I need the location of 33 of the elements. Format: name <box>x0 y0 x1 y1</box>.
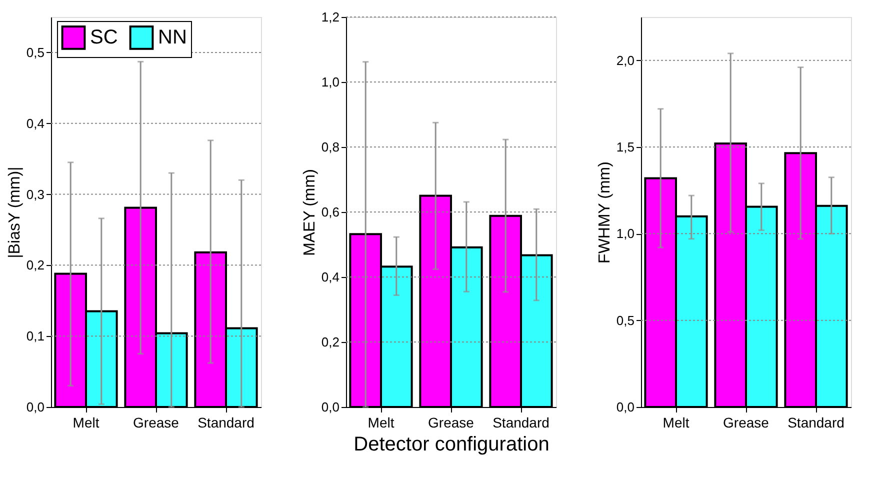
legend-label: NN <box>158 26 187 49</box>
x-tick-label: Grease <box>723 414 770 430</box>
y-axis-title: FWHMY (mm) <box>596 162 614 264</box>
x-tick-label: Melt <box>368 414 394 430</box>
x-tick-label: Standard <box>492 414 550 430</box>
y-axis-title: MAEY (mm) <box>301 169 318 256</box>
x-tick-label: Grease <box>428 414 474 430</box>
y-tick-label: 0,2 <box>26 258 44 273</box>
y-tick-label: 2,0 <box>616 52 634 68</box>
legend-label: SC <box>90 26 118 49</box>
y-tick-label: 1,5 <box>616 140 634 154</box>
x-tick-label: Melt <box>72 414 100 430</box>
x-tick-label: Standard <box>788 414 844 430</box>
y-tick-label: 0,2 <box>321 334 340 350</box>
y-tick-label: 1,0 <box>321 74 340 90</box>
y-tick-label: 1,2 <box>321 10 340 24</box>
y-tick-label: 0,4 <box>321 270 340 284</box>
y-tick-label: 0,0 <box>616 400 634 414</box>
x-tick-label: Melt <box>662 414 690 430</box>
y-tick-label: 1,0 <box>616 226 634 242</box>
y-tick-label: 0,0 <box>26 400 44 414</box>
y-axis-title: |BiasY (mm)| <box>6 166 24 258</box>
x-tick-label: Grease <box>133 414 180 430</box>
y-tick-label: 0,4 <box>26 116 44 131</box>
y-tick-label: 0,5 <box>26 44 44 60</box>
y-tick-label: 0,8 <box>321 140 340 154</box>
x-axis-title: Detector configuration <box>354 434 550 456</box>
y-tick-label: 0,6 <box>321 204 340 220</box>
x-tick-label: Standard <box>198 414 254 430</box>
y-tick-label: 0,3 <box>26 186 44 202</box>
y-tick-label: 0,1 <box>26 328 44 344</box>
y-tick-label: 0,5 <box>616 312 634 328</box>
y-tick-label: 0,0 <box>321 400 340 414</box>
